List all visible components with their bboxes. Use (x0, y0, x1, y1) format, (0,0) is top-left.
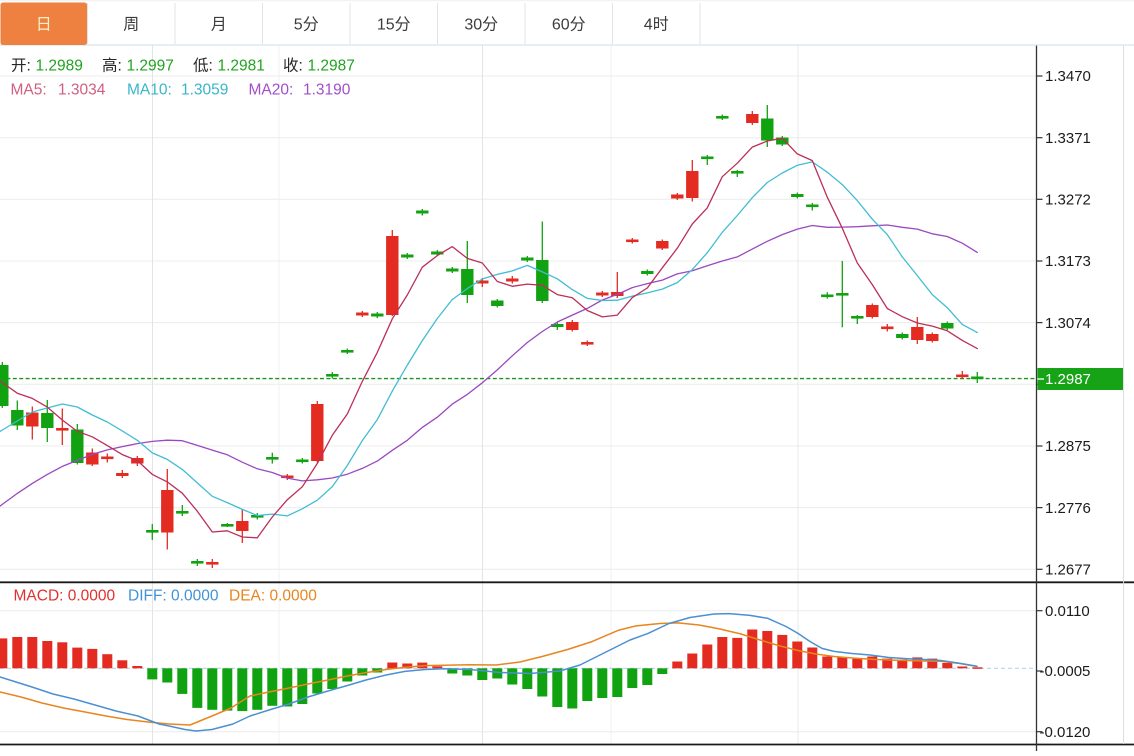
svg-text:MA20:: MA20: (249, 82, 294, 99)
svg-text:1.2997: 1.2997 (127, 58, 174, 75)
svg-text:-0.0120: -0.0120 (1040, 724, 1091, 741)
svg-text:1.3190: 1.3190 (303, 82, 351, 99)
svg-text:1.2981: 1.2981 (218, 58, 265, 75)
svg-text:1.2987: 1.2987 (308, 58, 355, 75)
svg-text:1.2989: 1.2989 (36, 58, 83, 75)
svg-text:周: 周 (123, 17, 139, 34)
svg-text:日: 日 (36, 17, 52, 34)
svg-text:DEA: 0.0000: DEA: 0.0000 (229, 588, 317, 605)
svg-text:-0.0005: -0.0005 (1040, 663, 1091, 680)
svg-text:MA10:: MA10: (127, 82, 172, 99)
svg-text:1.2776: 1.2776 (1045, 500, 1091, 517)
svg-text:30分: 30分 (464, 16, 498, 34)
svg-text:1.3371: 1.3371 (1045, 130, 1091, 147)
svg-text:4时: 4时 (644, 16, 669, 34)
svg-text:0.0110: 0.0110 (1045, 603, 1090, 620)
svg-text:月: 月 (211, 17, 227, 34)
svg-text:MACD: 0.0000: MACD: 0.0000 (14, 588, 116, 605)
svg-text:高:: 高: (102, 57, 122, 75)
svg-text:1.2677: 1.2677 (1045, 562, 1091, 579)
svg-text:5分: 5分 (294, 16, 319, 34)
svg-text:1.3074: 1.3074 (1045, 315, 1091, 332)
svg-text:60分: 60分 (552, 16, 586, 34)
svg-text:1.3470: 1.3470 (1045, 68, 1091, 85)
svg-text:收:: 收: (283, 57, 303, 75)
svg-text:低:: 低: (193, 57, 213, 75)
svg-text:1.3059: 1.3059 (181, 82, 228, 99)
svg-text:1.3034: 1.3034 (58, 82, 106, 99)
svg-text:MA5:: MA5: (11, 82, 47, 99)
svg-text:开:: 开: (11, 58, 31, 75)
svg-text:15分: 15分 (377, 16, 411, 34)
svg-text:1.3173: 1.3173 (1045, 253, 1091, 270)
svg-text:1.2875: 1.2875 (1045, 438, 1091, 455)
svg-text:DIFF: 0.0000: DIFF: 0.0000 (128, 588, 219, 605)
svg-text:1.3272: 1.3272 (1045, 192, 1091, 209)
svg-text:1.2987: 1.2987 (1045, 371, 1091, 388)
